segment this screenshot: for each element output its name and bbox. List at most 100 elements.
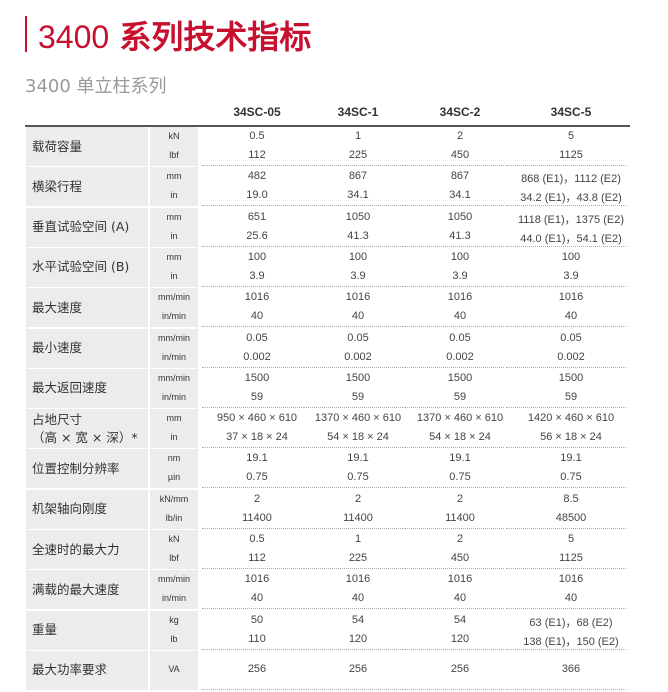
value-cell: 256: [247, 662, 267, 675]
page-title: 3400 系列技术指标: [38, 18, 312, 56]
value-cell: 59: [453, 390, 467, 403]
value-cell: 867: [450, 170, 470, 183]
table-row: 最小速度 mm/min in/min 0.05 0.05 0.05 0.05 0.002 0.0…: [26, 328, 630, 368]
value-cell: 48500: [555, 511, 587, 524]
value-cell: 225: [348, 552, 368, 564]
row-separator: [506, 285, 626, 287]
row-label: 重量: [26, 610, 148, 650]
unit-label: in: [170, 190, 178, 201]
row-separator: [202, 245, 302, 247]
value-cell: 1016: [558, 573, 584, 586]
value-cell: 0.75: [347, 471, 369, 484]
row-separator: [202, 165, 302, 166]
row-separator: [506, 447, 626, 449]
row-separator: [202, 326, 302, 328]
value-cell: 450: [450, 552, 470, 564]
value-cell: 0.05: [449, 331, 471, 344]
row-separator: [202, 205, 302, 207]
unit-label: VA: [168, 663, 180, 674]
value-cell: 0.5: [249, 533, 265, 545]
row-label: 水平试验空间 (B): [26, 247, 148, 287]
value-cell: 1050: [345, 210, 371, 223]
value-cell: 256: [450, 662, 470, 675]
table-row: 机架轴向刚度 kN/mm lb/in 2 2 2 8.5 11400 11400 11400 485…: [26, 489, 630, 529]
unit-cell: kg lb: [150, 610, 198, 650]
value-cell: 651: [247, 210, 267, 223]
row-separator: [303, 165, 403, 166]
unit-cell: nm µin: [150, 449, 198, 489]
unit-cell: kN lbf: [150, 127, 198, 166]
section-subtitle: 3400 单立柱系列: [25, 76, 167, 97]
value-cell: 40: [453, 592, 467, 605]
value-cell: 0.75: [246, 471, 268, 484]
value-cell: 1500: [447, 371, 473, 384]
row-label: 位置控制分辨率: [26, 449, 148, 489]
value-cell: 40: [250, 310, 264, 323]
row-separator: [506, 527, 626, 529]
row-separator: [303, 487, 403, 489]
row-separator: [303, 205, 403, 207]
row-separator: [202, 285, 302, 287]
value-cell: 1500: [244, 371, 270, 384]
row-separator: [506, 608, 626, 610]
value-cell: 5: [567, 130, 575, 142]
value-cell: 54: [351, 613, 365, 626]
row-separator: [404, 245, 504, 247]
value-cell: 868 (E1)，1112 (E2): [521, 173, 621, 186]
row-separator: [303, 285, 403, 287]
table-row: 最大速度 mm/min in/min 1016 1016 1016 1016 40 40 40 40: [26, 288, 630, 328]
value-cell: 110: [248, 632, 266, 645]
value-cell: 1016: [447, 291, 473, 304]
row-label: 横梁行程: [26, 167, 148, 207]
value-cell: 19.1: [560, 452, 582, 465]
value-cell: 40: [564, 310, 578, 323]
value-cell: 5: [567, 533, 575, 545]
row-label: 最大返回速度: [26, 368, 148, 408]
row-label: 最大速度: [26, 288, 148, 328]
value-cell: 1016: [244, 573, 270, 586]
value-cell: 1016: [345, 291, 371, 304]
value-cell: 482: [247, 170, 267, 183]
row-separator: [303, 326, 403, 328]
unit-label: in/min: [161, 311, 186, 322]
value-cell: 0.75: [449, 471, 471, 484]
value-cell: 37 × 18 × 24: [226, 431, 288, 444]
value-cell: 19.0: [246, 189, 268, 202]
table-row: 最大功率要求 VA 256 256 256 366: [26, 650, 630, 690]
value-cell: 34.2 (E1)，43.8 (E2): [520, 192, 622, 205]
value-cell: 0.002: [243, 350, 271, 363]
value-cell: 950 × 460 × 610: [216, 412, 298, 425]
value-cell: 1: [354, 130, 362, 142]
unit-label: lbf: [169, 553, 179, 563]
value-cell: 40: [351, 310, 365, 323]
value-cell: 1050: [447, 210, 473, 223]
column-header: 34SC-1: [337, 105, 379, 119]
table-row: 横梁行程 mm in 482 867 867 868 (E1)，1112 (E2) 19.0 3…: [26, 167, 630, 207]
value-cell: 11400: [445, 511, 475, 524]
value-cell: 100: [348, 250, 368, 263]
value-cell: 0.05: [560, 331, 582, 344]
value-cell: 2: [456, 492, 464, 505]
row-separator: [404, 568, 504, 569]
row-separator: [303, 688, 403, 690]
value-cell: 56 × 18 × 24: [540, 431, 602, 444]
value-cell: 2: [253, 492, 261, 505]
value-cell: 2: [456, 533, 464, 545]
value-cell: 54 × 18 × 24: [429, 431, 491, 444]
unit-label: mm/min: [158, 574, 190, 585]
row-label: 满载的最大速度: [26, 570, 148, 610]
row-separator: [404, 406, 504, 408]
row-separator: [404, 447, 504, 449]
row-separator: [506, 205, 626, 207]
row-separator: [404, 648, 504, 650]
unit-label: nm: [167, 453, 181, 464]
row-separator: [303, 608, 403, 610]
value-cell: 41.3: [347, 229, 369, 242]
value-cell: 1: [354, 533, 362, 545]
value-cell: 0.05: [246, 331, 268, 344]
value-cell: 59: [250, 390, 264, 403]
table-row: 位置控制分辨率 nm µin 19.1 19.1 19.1 19.1 0.75 0.75 0.75…: [26, 449, 630, 489]
unit-label: in/min: [161, 593, 186, 604]
unit-label: kN/mm: [159, 493, 189, 504]
value-cell: 450: [450, 149, 470, 161]
